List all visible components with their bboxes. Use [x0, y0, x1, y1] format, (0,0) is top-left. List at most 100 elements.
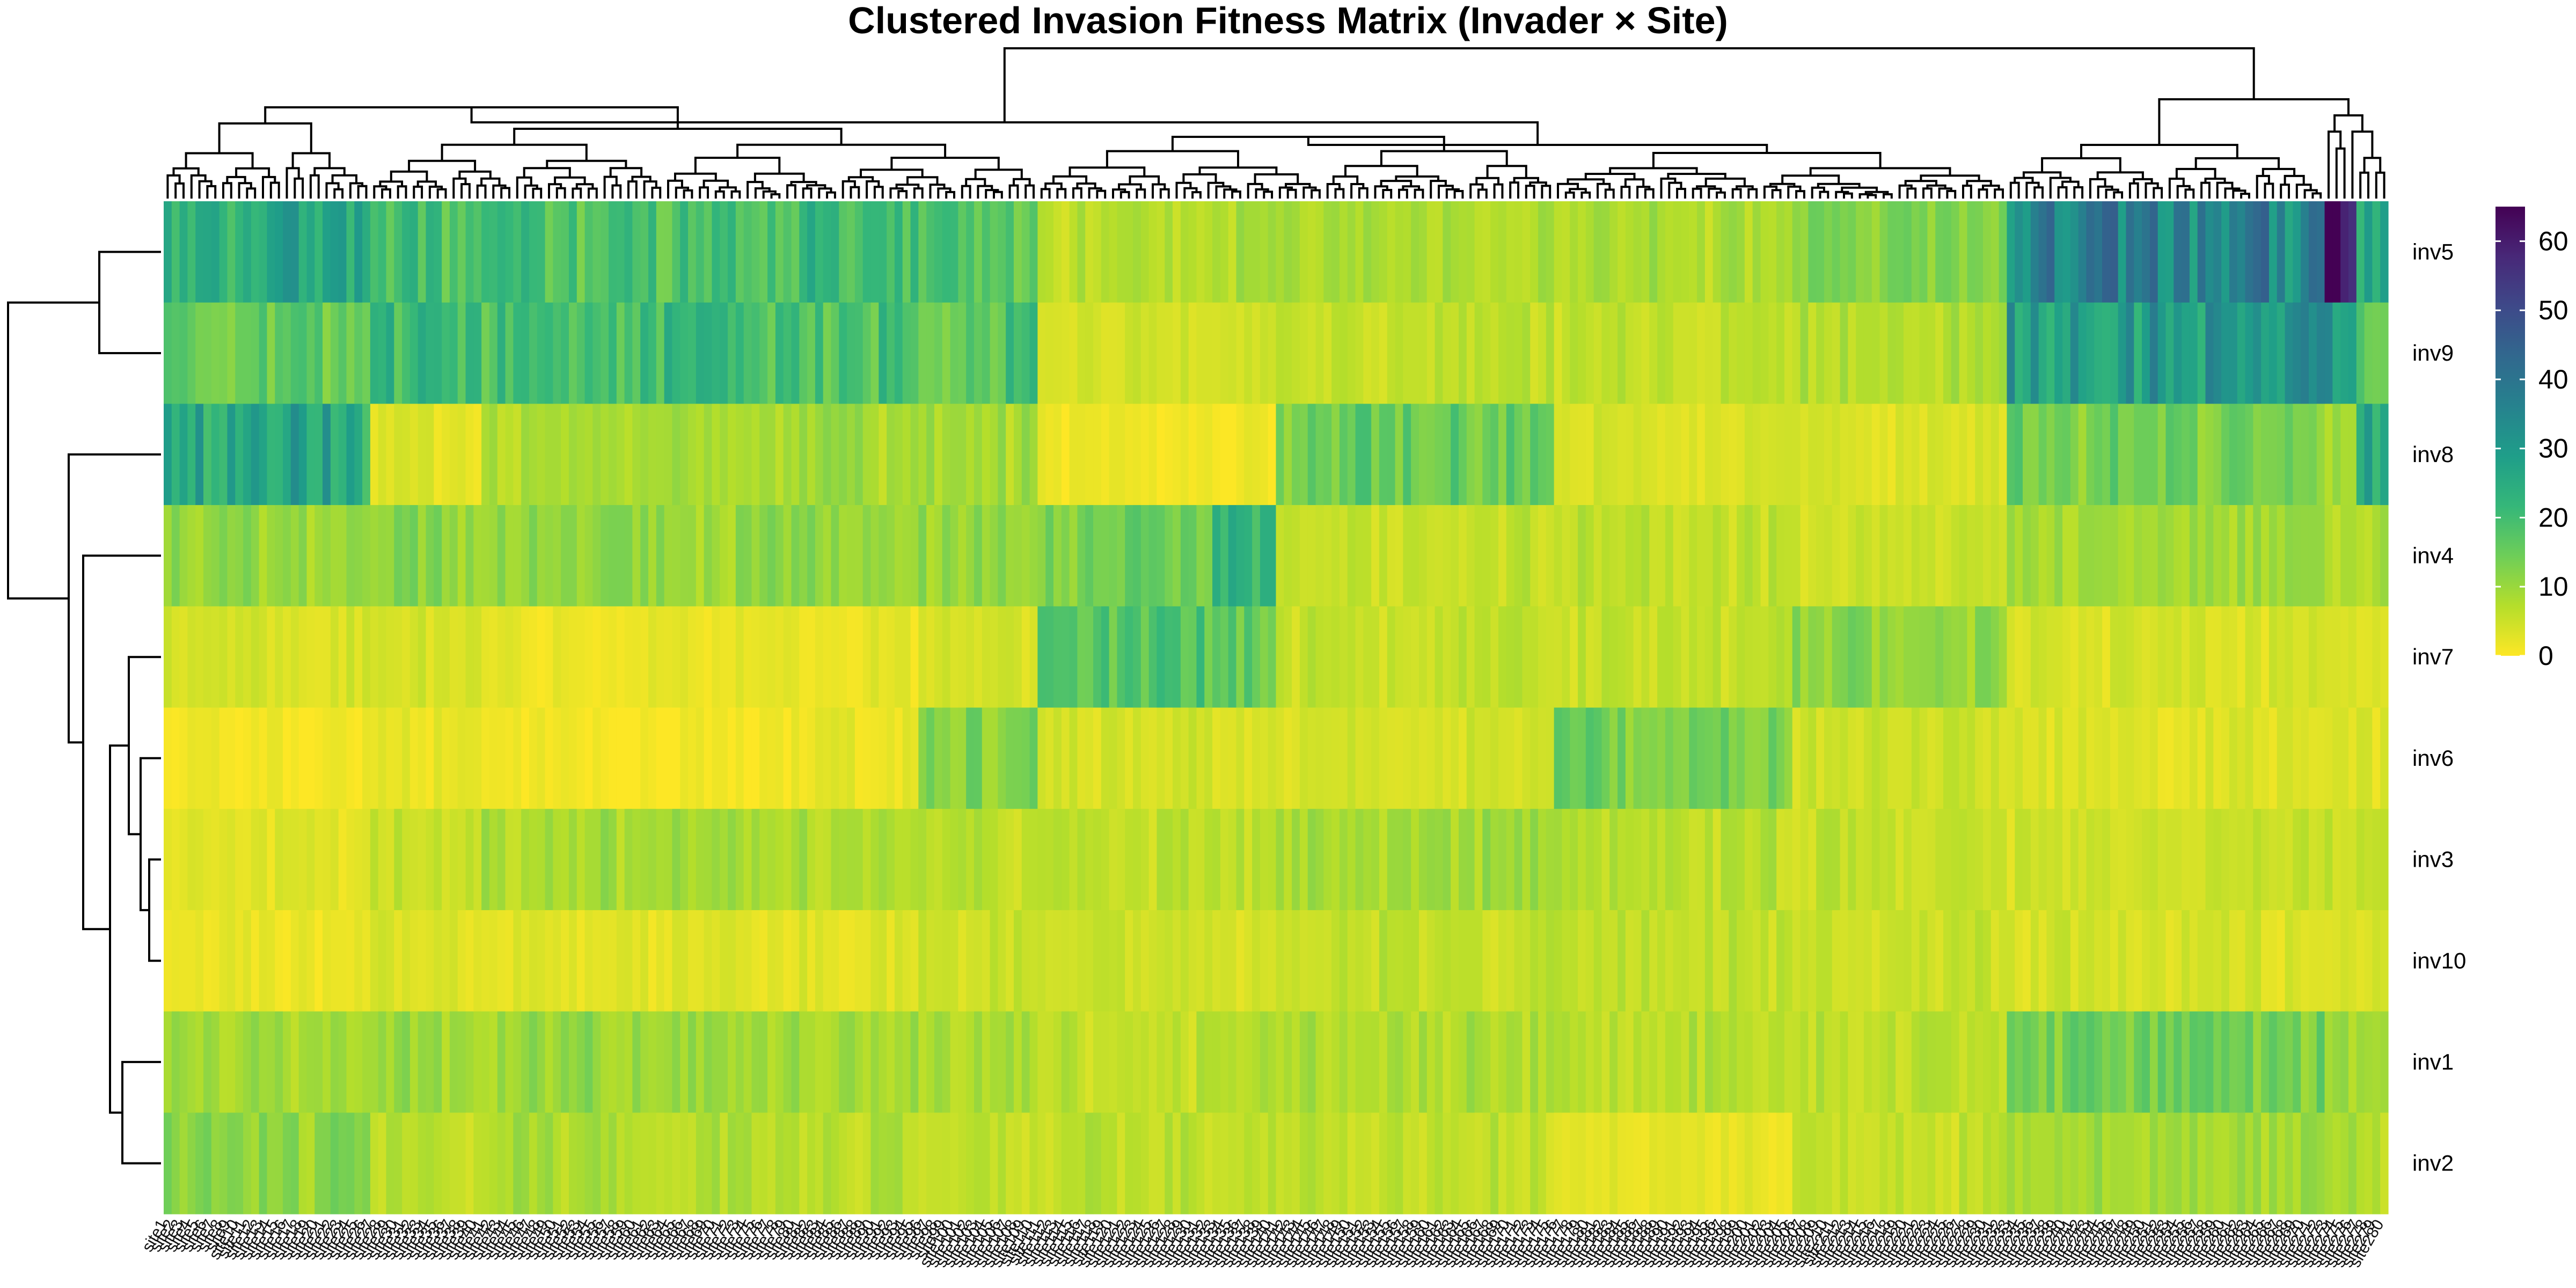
- heatmap-cell: [1538, 910, 1547, 1012]
- heatmap-cell: [958, 1113, 967, 1214]
- heatmap-cell: [1093, 201, 1102, 303]
- heatmap-cell: [1856, 1011, 1864, 1113]
- heatmap-cell: [1935, 707, 1944, 809]
- heatmap-cell: [1999, 505, 2008, 607]
- heatmap-cell: [2277, 302, 2286, 404]
- heatmap-cell: [1927, 606, 1936, 708]
- heatmap-cell: [2086, 302, 2095, 404]
- heatmap-cell: [1299, 910, 1308, 1012]
- heatmap-cell: [1101, 606, 1110, 708]
- heatmap-cell: [1443, 302, 1451, 404]
- heatmap-cell: [1339, 809, 1348, 911]
- heatmap-cell: [2364, 910, 2373, 1012]
- heatmap-cell: [862, 201, 872, 303]
- heatmap-cell: [1633, 201, 1642, 303]
- heatmap-cell: [1863, 1011, 1872, 1113]
- heatmap-cell: [2348, 606, 2357, 708]
- heatmap-cell: [2229, 1011, 2238, 1113]
- column-dendrogram-branch: [2256, 174, 2270, 199]
- heatmap-cell: [831, 404, 839, 506]
- heatmap-cell: [2268, 302, 2278, 404]
- heatmap-cell: [1633, 606, 1642, 708]
- heatmap-cell: [934, 1011, 943, 1113]
- heatmap-cell: [966, 404, 975, 506]
- heatmap-cell: [1331, 505, 1340, 607]
- heatmap-cell: [323, 910, 331, 1012]
- heatmap-cell: [1959, 404, 1968, 506]
- column-dendrogram-branch: [1795, 190, 1805, 199]
- heatmap-cell: [2253, 404, 2262, 506]
- column-dendrogram-branch: [1056, 188, 1067, 199]
- heatmap-cell: [2364, 201, 2373, 303]
- heatmap-cell: [807, 302, 816, 404]
- heatmap-cell: [1808, 707, 1817, 809]
- heatmap-cell: [958, 606, 967, 708]
- heatmap-cell: [839, 707, 847, 809]
- heatmap-cell: [1157, 201, 1165, 303]
- heatmap-cell: [1601, 505, 1610, 607]
- heatmap-cell: [1538, 201, 1547, 303]
- heatmap-cell: [1268, 910, 1277, 1012]
- heatmap-cell: [243, 809, 252, 911]
- heatmap-cell: [783, 404, 792, 506]
- heatmap-cell: [1673, 809, 1682, 911]
- heatmap-cell: [1443, 404, 1451, 506]
- heatmap-cell: [171, 201, 180, 303]
- heatmap-cell: [2102, 505, 2111, 607]
- heatmap-cell: [1919, 302, 1928, 404]
- heatmap-cell: [910, 707, 919, 809]
- heatmap-cell: [1498, 505, 1507, 607]
- heatmap-cell: [1284, 505, 1292, 607]
- heatmap-cell: [576, 201, 586, 303]
- heatmap-cell: [164, 1011, 172, 1113]
- heatmap-cell: [354, 505, 363, 607]
- heatmap-cell: [1284, 707, 1292, 809]
- heatmap-cell: [847, 606, 855, 708]
- colorbar-tick-label: 50: [2538, 295, 2568, 325]
- heatmap-cell: [1148, 1011, 1158, 1113]
- row-dendrogram-branch: [121, 1060, 161, 1165]
- heatmap-cell: [2174, 404, 2182, 506]
- heatmap-cell: [767, 201, 776, 303]
- heatmap-cell: [1109, 1113, 1118, 1214]
- heatmap-cell: [870, 707, 879, 809]
- heatmap-cell: [1418, 1113, 1428, 1214]
- heatmap-cell: [2205, 1113, 2214, 1214]
- heatmap-cell: [1927, 1113, 1936, 1214]
- heatmap-cell: [2253, 809, 2262, 911]
- heatmap-cell: [1212, 910, 1221, 1012]
- heatmap-cell: [942, 606, 951, 708]
- heatmap-cell: [672, 606, 680, 708]
- heatmap-cell: [672, 302, 680, 404]
- heatmap-cell: [1276, 505, 1284, 607]
- heatmap-cell: [1435, 404, 1443, 506]
- heatmap-cell: [1983, 1113, 1992, 1214]
- heatmap-cell: [1418, 809, 1428, 911]
- heatmap-cell: [2054, 707, 2063, 809]
- heatmap-cell: [1299, 1011, 1308, 1113]
- heatmap-cell: [2165, 707, 2174, 809]
- heatmap-cell: [1697, 707, 1706, 809]
- heatmap-cell: [1570, 809, 1578, 911]
- heatmap-cell: [1887, 606, 1896, 708]
- heatmap-cell: [1737, 302, 1745, 404]
- heatmap-cell: [926, 809, 935, 911]
- heatmap-cell: [998, 404, 1006, 506]
- heatmap-cell: [1546, 201, 1555, 303]
- heatmap-cell: [1331, 606, 1340, 708]
- heatmap-cell: [1760, 201, 1769, 303]
- heatmap-cell: [696, 404, 705, 506]
- heatmap-cell: [1228, 910, 1237, 1012]
- heatmap-cell: [2007, 606, 2015, 708]
- heatmap-cell: [2134, 809, 2142, 911]
- heatmap-cell: [910, 404, 919, 506]
- heatmap-cell: [1975, 606, 1984, 708]
- heatmap-cell: [259, 707, 268, 809]
- column-dendrogram-branch: [218, 122, 312, 153]
- heatmap-cell: [354, 707, 363, 809]
- heatmap-cell: [584, 707, 593, 809]
- heatmap-cell: [1451, 404, 1459, 506]
- heatmap-cell: [1752, 707, 1761, 809]
- heatmap-cell: [648, 1011, 657, 1113]
- heatmap-cell: [1856, 1113, 1864, 1214]
